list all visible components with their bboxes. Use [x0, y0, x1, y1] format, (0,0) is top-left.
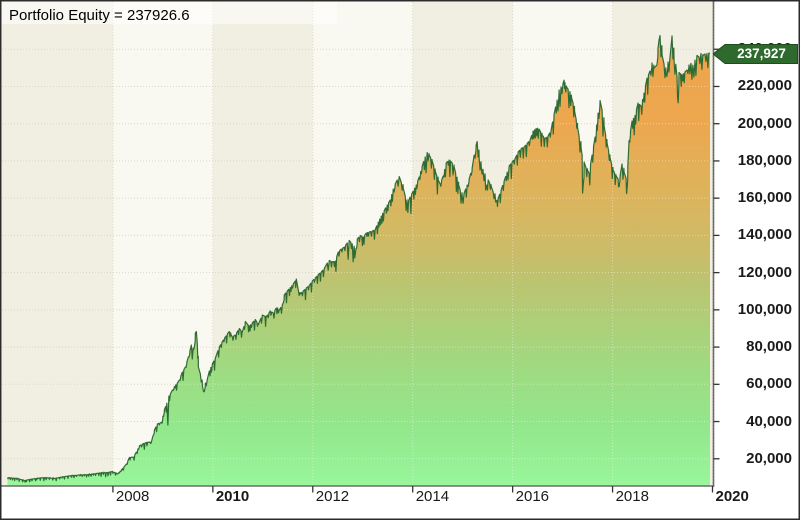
last-value-tag: 237,927	[712, 44, 798, 64]
last-value-tag-shape	[712, 44, 798, 64]
y-axis-label: 140,000	[737, 226, 792, 244]
y-axis-label: 20,000	[746, 449, 792, 467]
y-axis-label: 80,000	[746, 338, 792, 356]
last-value-tag-label: 237,927	[737, 46, 786, 61]
x-axis-label: 2010	[215, 488, 250, 505]
y-axis-label: 200,000	[737, 114, 792, 132]
y-axis-label: 40,000	[746, 412, 792, 430]
x-axis-label: 2020	[715, 488, 749, 505]
x-axis-label: 2012	[315, 488, 350, 505]
x-axis-label: 2008	[115, 488, 150, 505]
y-axis-label: 160,000	[737, 189, 792, 207]
y-axis-label: 220,000	[737, 77, 792, 95]
x-axis-label: 2018	[615, 488, 649, 505]
year-band	[2, 2, 113, 486]
title-highlight	[2, 2, 337, 24]
y-axis-label: 100,000	[737, 300, 792, 318]
equity-area	[7, 35, 710, 487]
chart-title: Portfolio Equity = 237926.6	[9, 7, 190, 24]
axis-ticks	[112, 48, 720, 493]
x-axis-label: 2014	[415, 488, 450, 505]
x-axis-label: 2016	[515, 488, 550, 505]
y-axis-label: 120,000	[737, 263, 792, 281]
y-axis-label: 60,000	[746, 375, 792, 393]
y-axis-label: 180,000	[737, 151, 792, 169]
equity-line	[6, 34, 711, 483]
